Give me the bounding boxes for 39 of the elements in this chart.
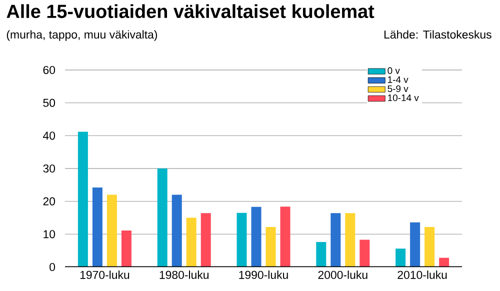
bar [186, 218, 196, 267]
bar [172, 194, 182, 267]
text: Lähde: Tilastokeskus [384, 30, 492, 39]
bar [345, 213, 356, 267]
chart-title: Alle 15-vuotiaiden väkivaltaiset kuolemat [6, 4, 374, 18]
y-tick-label: 0 [50, 262, 56, 272]
y-tick-label: 50 [43, 98, 56, 107]
y-tick-label: 30 [43, 164, 56, 173]
bar [121, 230, 132, 267]
x-tick-label: 2000-luku [318, 270, 368, 279]
chart-subtitle: (murha, tappo, muu väkivalta) [6, 30, 158, 41]
bar [330, 213, 341, 267]
bar [106, 194, 117, 267]
bar [410, 222, 420, 267]
bar [200, 213, 211, 267]
legend-label: 10-14 v [388, 94, 419, 102]
legend-label: 0 v [388, 67, 400, 74]
legend-label: 5-9 v [388, 85, 408, 92]
y-tick-label: 40 [43, 132, 56, 140]
bar [396, 248, 406, 267]
y-tick-label: 10 [44, 230, 56, 238]
bar [424, 226, 435, 267]
bar [360, 240, 370, 267]
bar [236, 212, 247, 267]
x-tick-label: 1970-luku [80, 270, 130, 279]
bar [439, 258, 450, 267]
legend-label: 1-4 v [388, 76, 408, 83]
bar [251, 206, 262, 267]
bar [78, 132, 88, 267]
x-tick-label: 1990-luku [239, 270, 288, 279]
bar [157, 168, 168, 267]
y-tick-label: 20 [43, 197, 56, 206]
x-tick-label: 2010-luku [398, 270, 447, 279]
bar [316, 242, 326, 267]
bar [266, 226, 276, 267]
y-tick-label: 60 [43, 66, 56, 74]
bar [92, 188, 102, 267]
bar [280, 206, 290, 267]
x-tick-label: 1980-luku [160, 270, 208, 279]
